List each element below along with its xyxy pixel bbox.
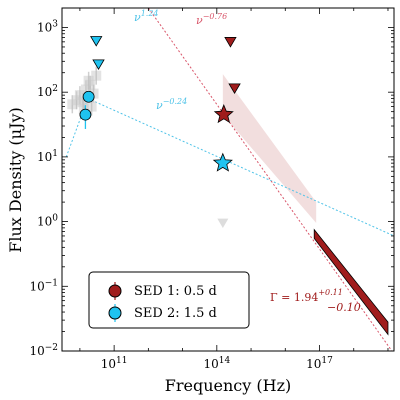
model-line-label: ν1.24 <box>134 9 159 24</box>
legend-label-sed2: SED 2: 1.5 d <box>134 306 217 321</box>
y-axis-label: Flux Density (μJy) <box>6 107 25 252</box>
upper-limit-marker <box>90 36 103 47</box>
model-line-label: ν−0.24 <box>156 97 187 112</box>
model-line-2 <box>147 8 393 351</box>
model-line-label: ν−0.76 <box>196 12 227 27</box>
x-tick-label: 1017 <box>306 356 333 371</box>
x-axis-label: Frequency (Hz) <box>165 376 292 395</box>
legend-entry-sed2: SED 2: 1.5 d <box>108 304 217 322</box>
y-tick-label: 103 <box>37 19 58 34</box>
grey-point <box>83 71 94 90</box>
y-tick-label: 10−2 <box>29 343 58 358</box>
detection-star <box>212 152 233 172</box>
legend-marker-sed2 <box>108 306 122 320</box>
plot-content <box>65 8 394 351</box>
y-tick-label: 10−1 <box>29 278 58 293</box>
gamma-annotation: Γ = 1.94+0.11 <box>270 288 343 304</box>
detection-circle <box>82 90 95 103</box>
legend-entry-sed1: SED 1: 0.5 d <box>108 282 217 300</box>
legend-marker-sed1 <box>108 284 122 298</box>
grey-point <box>91 66 102 85</box>
grey-upper-limit <box>217 218 229 228</box>
labels: Frequency (Hz) Flux Density (μJy) <box>6 107 291 395</box>
opt-xray-wedge <box>222 74 317 224</box>
upper-limit-marker <box>228 83 241 94</box>
detection-circle <box>79 108 92 121</box>
y-tick-label: 101 <box>37 149 58 164</box>
detection-star <box>213 104 234 124</box>
axes: 1011 1014 1017 10−2 10−1 100 101 102 103 ν1.24 ν−0… <box>29 7 395 371</box>
upper-limit-marker <box>224 37 237 48</box>
gamma-annotation-sub: −0.10 <box>327 301 361 314</box>
x-tick-label: 1011 <box>101 356 128 371</box>
y-tick-label: 100 <box>37 214 58 229</box>
legend-label-sed1: SED 1: 0.5 d <box>134 284 217 299</box>
x-tick-label: 1014 <box>203 356 230 371</box>
axes-frame <box>61 7 395 352</box>
y-tick-label: 102 <box>37 84 58 99</box>
legend-box <box>88 271 250 329</box>
upper-limit-marker <box>92 59 105 71</box>
xray-spectrum-band <box>313 228 389 336</box>
legend: SED 1: 0.5 d SED 2: 1.5 d <box>88 271 250 329</box>
